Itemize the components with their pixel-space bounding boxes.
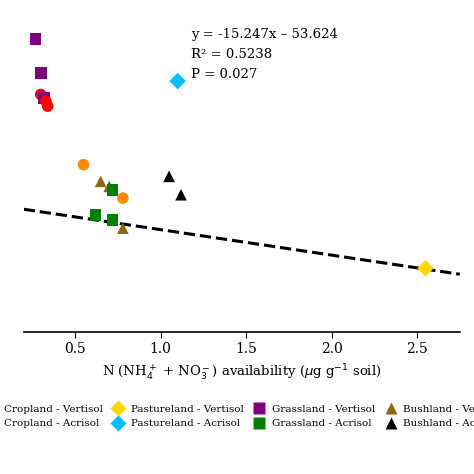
Point xyxy=(174,77,182,85)
Point xyxy=(422,264,429,272)
Point xyxy=(42,97,50,105)
Text: y = -15.247x – 53.624
R² = 0.5238
P = 0.027: y = -15.247x – 53.624 R² = 0.5238 P = 0.… xyxy=(191,27,338,81)
Point xyxy=(105,182,113,190)
Point xyxy=(165,173,173,180)
Point xyxy=(177,191,185,199)
Point xyxy=(119,194,127,202)
Point xyxy=(80,161,87,168)
Point xyxy=(40,94,48,101)
Point xyxy=(32,36,39,43)
Point xyxy=(37,91,45,98)
Point xyxy=(37,69,45,76)
Point xyxy=(92,211,100,219)
Point xyxy=(109,216,117,224)
Point xyxy=(109,186,117,193)
Point xyxy=(97,178,104,185)
Point xyxy=(119,224,127,232)
Point xyxy=(44,102,52,110)
Legend: Cropland - Vertisol, Cropland - Acrisol, Pastureland - Vertisol, Pastureland - A: Cropland - Vertisol, Cropland - Acrisol,… xyxy=(0,401,474,433)
X-axis label: N (NH$_4^+$ + NO$_3^-$) availability ($\mu$g g$^{-1}$ soil): N (NH$_4^+$ + NO$_3^-$) availability ($\… xyxy=(102,363,382,383)
